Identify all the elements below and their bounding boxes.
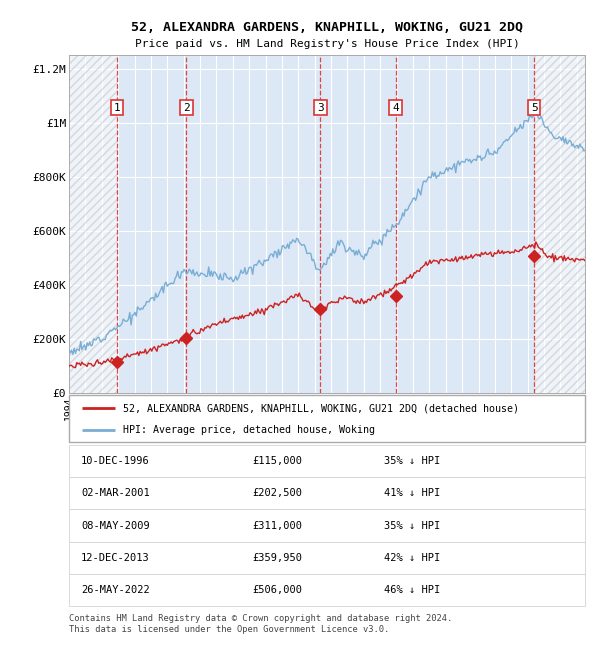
Text: 35% ↓ HPI: 35% ↓ HPI <box>384 521 440 530</box>
Text: 02-MAR-2001: 02-MAR-2001 <box>81 488 150 499</box>
Text: 2: 2 <box>80 488 86 499</box>
Text: 4: 4 <box>392 103 399 112</box>
Text: Price paid vs. HM Land Registry's House Price Index (HPI): Price paid vs. HM Land Registry's House … <box>134 39 520 49</box>
Text: 26-MAY-2022: 26-MAY-2022 <box>81 585 150 595</box>
Text: 42% ↓ HPI: 42% ↓ HPI <box>384 552 440 563</box>
Text: £115,000: £115,000 <box>252 456 302 466</box>
Text: 5: 5 <box>80 585 86 595</box>
Text: £506,000: £506,000 <box>252 585 302 595</box>
Bar <box>534 55 585 393</box>
Text: 3: 3 <box>80 521 86 530</box>
Text: 46% ↓ HPI: 46% ↓ HPI <box>384 585 440 595</box>
Text: 1: 1 <box>114 103 121 112</box>
Text: £359,950: £359,950 <box>252 552 302 563</box>
Text: 3: 3 <box>317 103 324 112</box>
Text: 52, ALEXANDRA GARDENS, KNAPHILL, WOKING, GU21 2DQ: 52, ALEXANDRA GARDENS, KNAPHILL, WOKING,… <box>131 21 523 34</box>
Text: £311,000: £311,000 <box>252 521 302 530</box>
Text: 5: 5 <box>531 103 538 112</box>
Text: £202,500: £202,500 <box>252 488 302 499</box>
Text: 10-DEC-1996: 10-DEC-1996 <box>81 456 150 466</box>
Text: 1: 1 <box>80 456 86 466</box>
Bar <box>69 55 117 393</box>
Text: HPI: Average price, detached house, Woking: HPI: Average price, detached house, Woki… <box>123 425 375 436</box>
Text: 08-MAY-2009: 08-MAY-2009 <box>81 521 150 530</box>
Text: 4: 4 <box>80 552 86 563</box>
Text: 52, ALEXANDRA GARDENS, KNAPHILL, WOKING, GU21 2DQ (detached house): 52, ALEXANDRA GARDENS, KNAPHILL, WOKING,… <box>123 403 519 413</box>
Text: 41% ↓ HPI: 41% ↓ HPI <box>384 488 440 499</box>
Text: 2: 2 <box>183 103 190 112</box>
Text: 35% ↓ HPI: 35% ↓ HPI <box>384 456 440 466</box>
Text: Contains HM Land Registry data © Crown copyright and database right 2024.
This d: Contains HM Land Registry data © Crown c… <box>69 614 452 634</box>
Text: 12-DEC-2013: 12-DEC-2013 <box>81 552 150 563</box>
